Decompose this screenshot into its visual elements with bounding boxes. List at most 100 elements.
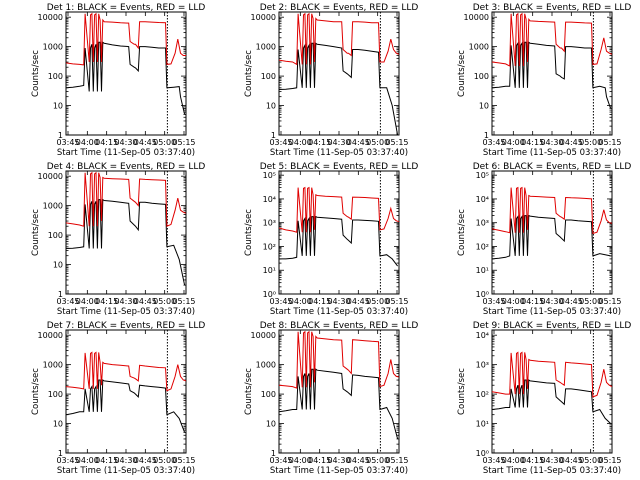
x-tick-label: 04:30	[114, 138, 137, 147]
series-line-events	[279, 215, 398, 267]
x-tick-label: 04:00	[76, 297, 99, 306]
y-tick-label: 100	[474, 72, 489, 81]
chart-title: Det 2: BLACK = Events, RED = LLD	[260, 3, 419, 13]
y-tick-label: 1000	[256, 361, 276, 370]
y-tick-label: 10000	[38, 172, 63, 181]
x-tick-label: 04:30	[327, 138, 350, 147]
y-tick-label: 10³	[476, 361, 489, 370]
y-tick-label: 1000	[256, 43, 276, 52]
x-axis-label: Start Time (11-Sep-05 03:37:40)	[270, 148, 408, 158]
x-tick-label: 04:30	[540, 456, 563, 465]
x-tick-label: 04:00	[289, 138, 312, 147]
chart-title: Det 9: BLACK = Events, RED = LLD	[473, 321, 632, 331]
x-axis-label: Start Time (11-Sep-05 03:37:40)	[270, 307, 408, 317]
series-line-events	[279, 368, 399, 440]
y-tick-label: 10³	[263, 219, 276, 228]
series-line-lld	[279, 330, 399, 389]
y-tick-label: 1	[58, 449, 63, 458]
x-tick-label: 03:45	[482, 456, 505, 465]
x-tick-label: 03:45	[56, 456, 79, 465]
y-tick-label: 100	[261, 390, 276, 399]
y-axis-label: Counts/sec	[244, 368, 254, 415]
x-tick-label: 05:00	[366, 138, 389, 147]
y-axis-label: Counts/sec	[244, 50, 254, 97]
series-line-events	[279, 42, 399, 135]
x-tick-label: 04:30	[114, 297, 137, 306]
y-tick-label: 10⁵	[476, 171, 489, 180]
y-tick-label: 10	[266, 420, 276, 429]
x-tick-label: 04:15	[308, 297, 331, 306]
y-tick-label: 10²	[476, 242, 489, 251]
y-tick-label: 10⁴	[263, 195, 276, 204]
y-tick-label: 1000	[469, 43, 489, 52]
y-tick-label: 10⁴	[476, 331, 489, 340]
y-tick-label: 1	[484, 131, 489, 140]
x-tick-label: 04:30	[327, 297, 350, 306]
x-tick-label: 03:45	[482, 138, 505, 147]
x-tick-label: 04:45	[347, 456, 370, 465]
x-tick-label: 04:45	[560, 297, 583, 306]
series-line-events	[492, 41, 612, 109]
x-axis-label: Start Time (11-Sep-05 03:37:40)	[483, 148, 621, 158]
chart-panel-5: Det 5: BLACK = Events, RED = LLD 10⁰ 10¹ 10…	[244, 162, 418, 317]
x-tick-label: 03:45	[56, 297, 79, 306]
x-tick-label: 05:15	[598, 138, 621, 147]
y-tick-label: 10000	[251, 331, 276, 340]
x-tick-label: 05:15	[172, 138, 195, 147]
series-line-events	[66, 379, 186, 433]
x-axis-label: Start Time (11-Sep-05 03:37:40)	[57, 148, 195, 158]
y-tick-label: 100	[48, 231, 63, 240]
x-tick-label: 04:15	[308, 456, 331, 465]
x-axis-label: Start Time (11-Sep-05 03:37:40)	[57, 307, 195, 317]
x-tick-label: 04:15	[95, 138, 118, 147]
chart-panel-8: Det 8: BLACK = Events, RED = LLD 1 10 100 10…	[244, 321, 418, 476]
x-tick-label: 03:45	[269, 456, 292, 465]
chart-title: Det 5: BLACK = Events, RED = LLD	[260, 162, 419, 172]
x-tick-label: 05:00	[579, 138, 602, 147]
chart-title: Det 1: BLACK = Events, RED = LLD	[47, 3, 206, 13]
x-tick-label: 04:00	[76, 456, 99, 465]
x-tick-label: 04:45	[347, 138, 370, 147]
y-tick-label: 10¹	[476, 420, 489, 429]
x-tick-label: 05:00	[579, 297, 602, 306]
chart-title: Det 4: BLACK = Events, RED = LLD	[47, 162, 206, 172]
y-tick-label: 1	[58, 290, 63, 299]
y-tick-label: 1000	[43, 43, 63, 52]
y-tick-label: 10⁰	[263, 290, 276, 299]
y-axis-label: Counts/sec	[31, 209, 41, 256]
y-tick-label: 1000	[43, 202, 63, 211]
x-axis-label: Start Time (11-Sep-05 03:37:40)	[270, 466, 408, 476]
x-tick-label: 03:45	[269, 138, 292, 147]
series-line-lld	[279, 12, 399, 66]
x-axis-label: Start Time (11-Sep-05 03:37:40)	[483, 307, 621, 317]
x-tick-label: 05:00	[366, 456, 389, 465]
y-tick-label: 10⁴	[476, 195, 489, 204]
y-axis-label: Counts/sec	[31, 50, 41, 97]
plot-frame	[65, 329, 187, 454]
y-tick-label: 1	[271, 449, 276, 458]
x-tick-label: 04:15	[521, 456, 544, 465]
x-axis-label: Start Time (11-Sep-05 03:37:40)	[483, 466, 621, 476]
y-tick-label: 10⁰	[476, 449, 489, 458]
x-tick-label: 04:45	[347, 297, 370, 306]
x-tick-label: 03:45	[56, 138, 79, 147]
x-tick-label: 04:45	[134, 456, 157, 465]
series-line-events	[492, 214, 611, 260]
y-tick-label: 10	[53, 102, 63, 111]
y-tick-label: 1000	[43, 361, 63, 370]
y-tick-label: 100	[48, 390, 63, 399]
x-tick-label: 05:00	[153, 297, 176, 306]
x-tick-label: 04:00	[502, 456, 525, 465]
x-tick-label: 03:45	[482, 297, 505, 306]
y-tick-label: 100	[261, 72, 276, 81]
y-tick-label: 10³	[476, 219, 489, 228]
series-line-lld	[66, 351, 186, 392]
x-tick-label: 05:15	[172, 456, 195, 465]
x-tick-label: 05:00	[153, 456, 176, 465]
y-tick-label: 10	[53, 420, 63, 429]
x-tick-label: 04:00	[502, 138, 525, 147]
series-line-lld	[279, 186, 399, 233]
y-tick-label: 10000	[38, 331, 63, 340]
y-tick-label: 10¹	[263, 266, 276, 275]
